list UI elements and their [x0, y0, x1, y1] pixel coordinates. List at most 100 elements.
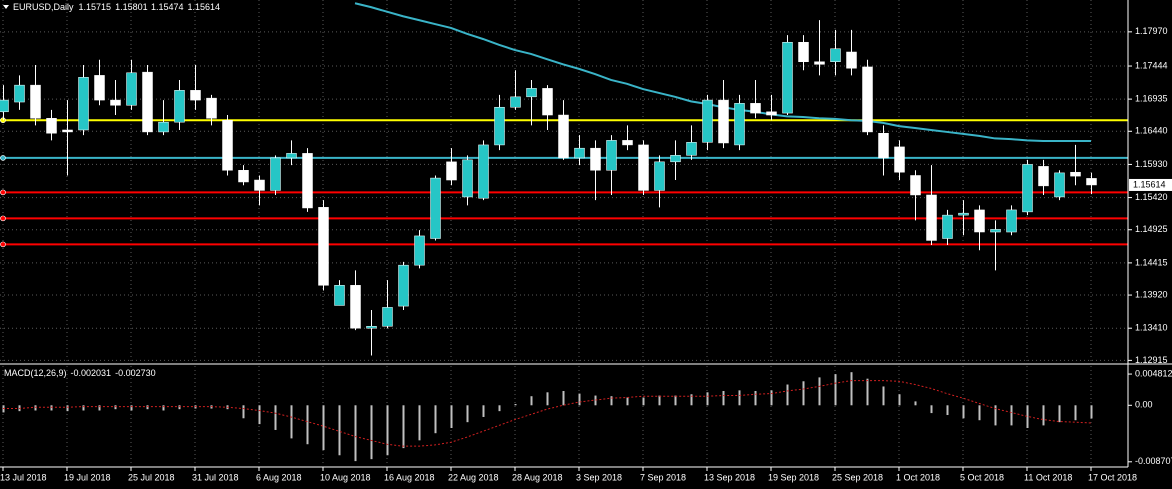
y-tick-label: 1.13410 [1135, 323, 1168, 333]
candle-body [798, 41, 809, 62]
candle-body [878, 132, 889, 159]
chart-header: EURUSD,Daily 1.15715 1.15801 1.15474 1.15614 [13, 2, 220, 12]
x-tick-label: 13 Jul 2018 [0, 472, 47, 482]
line-anchor [0, 215, 6, 222]
x-tick-label: 28 Aug 2018 [512, 472, 563, 482]
candle-body [14, 84, 25, 103]
candle-body [366, 326, 377, 329]
candle-body [190, 90, 201, 101]
candle-body [382, 307, 393, 327]
x-tick-label: 17 Oct 2018 [1088, 472, 1137, 482]
candle-body [894, 146, 905, 173]
candle-body [782, 41, 793, 114]
candle-body [990, 229, 1001, 233]
candle-body [110, 99, 121, 106]
candle-body [302, 153, 313, 209]
candle-body [958, 212, 969, 216]
candle-body [398, 264, 409, 307]
candle-body [846, 51, 857, 69]
candle-body [1006, 209, 1017, 233]
candle-body [926, 194, 937, 241]
candle-body [734, 103, 745, 146]
open-value: 1.15715 [79, 2, 112, 12]
macd-y-tick-label: -0.008707 [1135, 456, 1172, 466]
macd-pane [2, 372, 1093, 462]
x-tick-label: 7 Sep 2018 [640, 472, 686, 482]
candle-body [334, 285, 345, 306]
y-tick-label: 1.14925 [1135, 224, 1168, 234]
y-tick-label: 1.15420 [1135, 192, 1168, 202]
candle-body [286, 153, 297, 159]
x-tick-label: 10 Aug 2018 [320, 472, 371, 482]
candle-body [174, 90, 185, 123]
macd-main-value: -0.002031 [71, 368, 112, 378]
candle-body [350, 285, 361, 329]
current-price-label: 1.15614 [1133, 179, 1166, 189]
candle-body [942, 214, 953, 239]
close-value: 1.15614 [187, 2, 220, 12]
candle-body [462, 159, 473, 198]
y-tick-label: 1.14415 [1135, 257, 1168, 267]
candle-body [126, 72, 137, 106]
x-tick-label: 25 Jul 2018 [128, 472, 175, 482]
candle-body [46, 118, 57, 134]
candle-body [478, 144, 489, 199]
candle-body [526, 88, 537, 98]
x-tick-label: 13 Sep 2018 [704, 472, 755, 482]
candle-body [1070, 171, 1081, 177]
candle-body [510, 96, 521, 108]
line-anchor [0, 241, 6, 248]
x-tick-label: 22 Aug 2018 [448, 472, 499, 482]
candle-body [974, 209, 985, 233]
candle-body [1038, 166, 1049, 187]
candle-body [622, 140, 633, 146]
x-tick-label: 6 Aug 2018 [256, 472, 302, 482]
x-tick-label: 3 Sep 2018 [576, 472, 622, 482]
candle-body [750, 103, 761, 114]
low-value: 1.15474 [151, 2, 184, 12]
candle-body [574, 147, 585, 159]
dropdown-icon[interactable] [3, 5, 9, 9]
y-tick-label: 1.17970 [1135, 26, 1168, 36]
candle-body [862, 66, 873, 133]
candle-body [542, 88, 553, 116]
candle-body [910, 175, 921, 196]
candle-body [222, 119, 233, 171]
candle-body [78, 77, 89, 131]
x-tick-label: 5 Oct 2018 [960, 472, 1004, 482]
candle-body [254, 179, 265, 191]
candle-body [638, 144, 649, 191]
candle-body [318, 207, 329, 286]
candle-body [206, 97, 217, 119]
macd-y-tick-label: 0.00 [1135, 400, 1153, 410]
line-anchor [0, 189, 6, 196]
x-tick-label: 11 Oct 2018 [1024, 472, 1072, 482]
candle-body [142, 71, 153, 133]
x-tick-label: 19 Sep 2018 [768, 472, 819, 482]
candle-body [158, 121, 169, 133]
candle-body [766, 111, 777, 116]
candle-body [0, 99, 9, 113]
y-tick-label: 1.17444 [1135, 60, 1168, 70]
macd-signal-value: -0.002730 [115, 368, 156, 378]
candle-body [30, 84, 41, 119]
candle-body [702, 99, 713, 143]
x-tick-label: 1 Oct 2018 [896, 472, 940, 482]
macd-y-tick-label: 0.004812 [1135, 368, 1172, 378]
x-tick-label: 25 Sep 2018 [832, 472, 883, 482]
x-tick-label: 19 Jul 2018 [64, 472, 111, 482]
y-tick-label: 1.16935 [1135, 93, 1168, 103]
symbol: EURUSD,Daily [13, 2, 74, 12]
y-tick-label: 1.13920 [1135, 289, 1168, 299]
candle-body [94, 75, 105, 101]
candle-body [1022, 164, 1033, 213]
candle-body [814, 61, 825, 65]
candle-body [1086, 178, 1097, 186]
candle-body [430, 177, 441, 239]
candle-body [670, 155, 681, 163]
candle-body [446, 161, 457, 181]
high-value: 1.15801 [115, 2, 148, 12]
candle-body [830, 48, 841, 62]
